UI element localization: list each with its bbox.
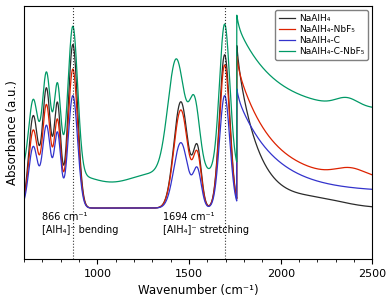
Y-axis label: Absorbance (a.u.): Absorbance (a.u.): [5, 80, 18, 185]
X-axis label: Wavenumber (cm⁻¹): Wavenumber (cm⁻¹): [138, 285, 259, 298]
NaAlH₄-C: [359, 187, 364, 190]
Text: 1694 cm⁻¹
[AlH₄]⁻ stretching: 1694 cm⁻¹ [AlH₄]⁻ stretching: [163, 212, 249, 235]
NaAlH₄-NbF₅: [171, 152, 176, 155]
NaAlH₄-NbF₅: [234, 55, 239, 58]
NaAlH₄-C-NbF₅: [234, 13, 239, 17]
NaAlH₄: [109, 206, 114, 210]
NaAlH₄: [359, 204, 364, 208]
Legend: NaAlH₄, NaAlH₄-NbF₅, NaAlH₄-C, NaAlH₄-C-NbF₅: NaAlH₄, NaAlH₄-NbF₅, NaAlH₄-C, NaAlH₄-C-…: [276, 10, 368, 60]
NaAlH₄-C-NbF₅: [275, 80, 279, 83]
NaAlH₄-NbF₅: [168, 174, 173, 177]
Line: NaAlH₄-C-NbF₅: NaAlH₄-C-NbF₅: [24, 15, 372, 182]
NaAlH₄-NbF₅: [114, 206, 119, 210]
NaAlH₄-C: [115, 206, 120, 210]
NaAlH₄-C: [234, 87, 239, 91]
Line: NaAlH₄-NbF₅: NaAlH₄-NbF₅: [24, 56, 372, 208]
NaAlH₄-C: [187, 171, 192, 175]
NaAlH₄-C-NbF₅: [171, 64, 176, 68]
Line: NaAlH₄-C: NaAlH₄-C: [24, 89, 372, 208]
NaAlH₄-NbF₅: [22, 196, 27, 200]
NaAlH₄-C: [342, 185, 347, 188]
NaAlH₄: [342, 201, 347, 204]
NaAlH₄-C-NbF₅: [370, 105, 375, 109]
NaAlH₄-C: [275, 158, 279, 162]
NaAlH₄-C-NbF₅: [187, 98, 192, 102]
NaAlH₄-C-NbF₅: [109, 180, 114, 184]
NaAlH₄-NbF₅: [187, 154, 192, 158]
Text: 866 cm⁻¹
[AlH₄]⁻ bending: 866 cm⁻¹ [AlH₄]⁻ bending: [42, 212, 119, 235]
NaAlH₄-C-NbF₅: [342, 95, 347, 99]
NaAlH₄-C-NbF₅: [22, 160, 27, 164]
NaAlH₄-C: [370, 188, 375, 191]
NaAlH₄: [22, 194, 27, 198]
NaAlH₄: [168, 170, 173, 174]
NaAlH₄: [187, 150, 192, 153]
NaAlH₄-C: [22, 198, 27, 202]
NaAlH₄-C: [168, 185, 173, 188]
NaAlH₄: [370, 205, 375, 208]
NaAlH₄-NbF₅: [342, 166, 347, 169]
NaAlH₄-C-NbF₅: [168, 82, 173, 85]
NaAlH₄-NbF₅: [359, 169, 364, 173]
NaAlH₄-NbF₅: [370, 173, 375, 177]
NaAlH₄-C-NbF₅: [359, 102, 364, 106]
NaAlH₄-NbF₅: [275, 144, 279, 148]
NaAlH₄: [171, 146, 176, 150]
Line: NaAlH₄: NaAlH₄: [24, 45, 372, 208]
NaAlH₄: [275, 179, 279, 183]
NaAlH₄: [71, 43, 75, 46]
NaAlH₄-C: [171, 170, 176, 173]
